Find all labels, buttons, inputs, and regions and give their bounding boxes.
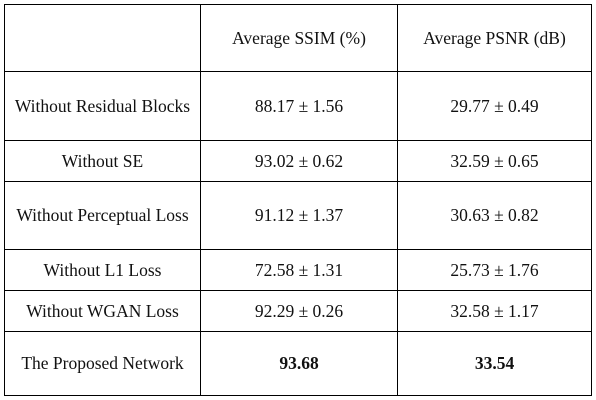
row-label: Without L1 Loss [4, 249, 201, 291]
table-row: Without Perceptual Loss 91.12 ± 1.37 30.… [4, 181, 592, 250]
table-row-proposed: The Proposed Network 93.68 33.54 [4, 331, 592, 396]
table-row: Without Residual Blocks 88.17 ± 1.56 29.… [4, 71, 592, 141]
header-row: Average SSIM (%) Average PSNR (dB) [4, 4, 592, 72]
psnr-cell: 30.63 ± 0.82 [397, 181, 592, 250]
table-row: Without WGAN Loss 92.29 ± 0.26 32.58 ± 1… [4, 290, 592, 332]
ablation-table-container: Average SSIM (%) Average PSNR (dB) Witho… [4, 4, 592, 396]
header-cell-psnr: Average PSNR (dB) [397, 4, 592, 72]
psnr-cell: 32.58 ± 1.17 [397, 290, 592, 332]
psnr-cell-best: 33.54 [397, 331, 592, 396]
header-cell-empty [4, 4, 201, 72]
ssim-cell-best: 93.68 [200, 331, 398, 396]
psnr-cell: 25.73 ± 1.76 [397, 249, 592, 291]
psnr-cell: 29.77 ± 0.49 [397, 71, 592, 141]
header-cell-ssim: Average SSIM (%) [200, 4, 398, 72]
ssim-cell: 91.12 ± 1.37 [200, 181, 398, 250]
row-label: Without WGAN Loss [4, 290, 201, 332]
psnr-cell: 32.59 ± 0.65 [397, 140, 592, 182]
row-label: Without SE [4, 140, 201, 182]
ssim-cell: 88.17 ± 1.56 [200, 71, 398, 141]
row-label: Without Perceptual Loss [4, 181, 201, 250]
ablation-table: Average SSIM (%) Average PSNR (dB) Witho… [4, 4, 592, 396]
row-label: The Proposed Network [4, 331, 201, 396]
row-label: Without Residual Blocks [4, 71, 201, 141]
table-row: Without L1 Loss 72.58 ± 1.31 25.73 ± 1.7… [4, 249, 592, 291]
table-row: Without SE 93.02 ± 0.62 32.59 ± 0.65 [4, 140, 592, 182]
ssim-cell: 72.58 ± 1.31 [200, 249, 398, 291]
ssim-cell: 93.02 ± 0.62 [200, 140, 398, 182]
ssim-cell: 92.29 ± 0.26 [200, 290, 398, 332]
